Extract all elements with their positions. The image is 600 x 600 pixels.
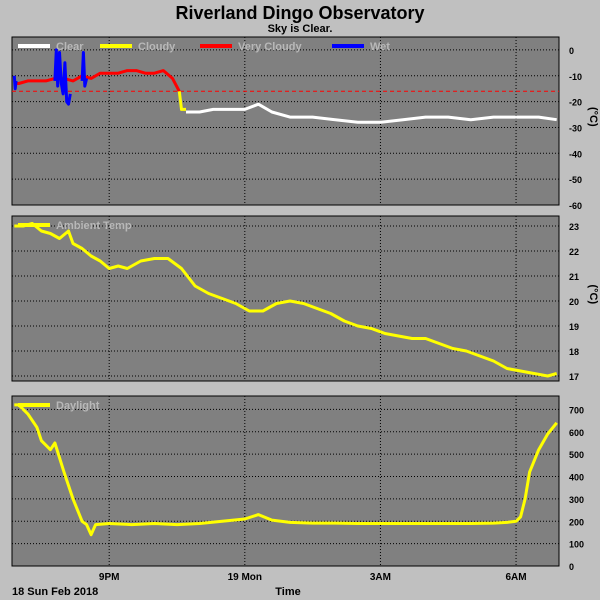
panel-1: 0 -10 -20 -30 -40 -50 -60 (°C) Clear Cloudy Very C… [11, 36, 599, 211]
plot-area [11, 215, 560, 382]
y-tick-label: 19 [569, 322, 579, 332]
y-tick-label: 23 [569, 222, 579, 232]
y-tick-label: 18 [569, 347, 579, 357]
x-tick-label: 3AM [370, 572, 391, 583]
y-axis-label: (°C) [587, 107, 599, 127]
series-ambient-temp [14, 222, 558, 378]
legend-label-clear: Clear [56, 41, 84, 53]
y-tick-label: 17 [569, 372, 579, 382]
y-tick-label: 300 [569, 495, 584, 505]
plot-area [11, 395, 560, 567]
series-very-cloudy [14, 69, 181, 92]
y-tick-label: -40 [569, 149, 582, 159]
series-daylight [14, 403, 558, 537]
x-tick-label: 19 Mon [228, 572, 262, 583]
legend-label-cloudy: Cloudy [138, 41, 176, 53]
panels-group: 0 -10 -20 -30 -40 -50 -60 (°C) Clear Cloudy Very C… [11, 36, 599, 583]
plot-area [11, 36, 560, 206]
x-tick-label: 6AM [505, 572, 526, 583]
y-tick-label: -50 [569, 175, 582, 185]
y-tick-label: -60 [569, 201, 582, 211]
y-tick-label: 100 [569, 540, 584, 550]
x-axis-label: Time [275, 586, 300, 598]
legend-label-daylight: Daylight [56, 400, 100, 412]
y-tick-label: -10 [569, 72, 582, 82]
series-wet [53, 48, 72, 106]
date-label: 18 Sun Feb 2018 [12, 586, 98, 598]
legend-label-very-cloudy: Very Cloudy [238, 41, 302, 53]
y-tick-label: 0 [569, 562, 574, 572]
y-tick-label: 200 [569, 517, 584, 527]
y-axis-label: (°C) [587, 285, 599, 305]
y-tick-label: 22 [569, 247, 579, 257]
series-wet [80, 51, 89, 88]
x-tick-label: 9PM [99, 572, 120, 583]
panel-3: 0 100 200 300 400 500 600 700 9PM 19 Mon 3AM 6AM Day… [11, 395, 584, 583]
y-tick-label: 20 [569, 297, 579, 307]
y-tick-label: 21 [569, 272, 579, 282]
chart-subtitle: Sky is Clear. [268, 23, 333, 35]
series-cloudy [177, 91, 186, 111]
y-tick-label: 500 [569, 450, 584, 460]
y-tick-label: 0 [569, 46, 574, 56]
y-tick-label: -20 [569, 98, 582, 108]
y-tick-label: -30 [569, 123, 582, 133]
series-clear [186, 102, 557, 124]
legend-label-ambient-temp: Ambient Temp [56, 220, 132, 232]
y-tick-label: 400 [569, 473, 584, 483]
y-tick-label: 700 [569, 405, 584, 415]
chart-title: Riverland Dingo Observatory [175, 3, 424, 23]
panel-2: 17 18 19 20 21 22 23 (°C) Ambient Temp [11, 215, 599, 382]
series-wet [12, 75, 18, 91]
legend-label-wet: Wet [370, 41, 390, 53]
y-tick-label: 600 [569, 428, 584, 438]
